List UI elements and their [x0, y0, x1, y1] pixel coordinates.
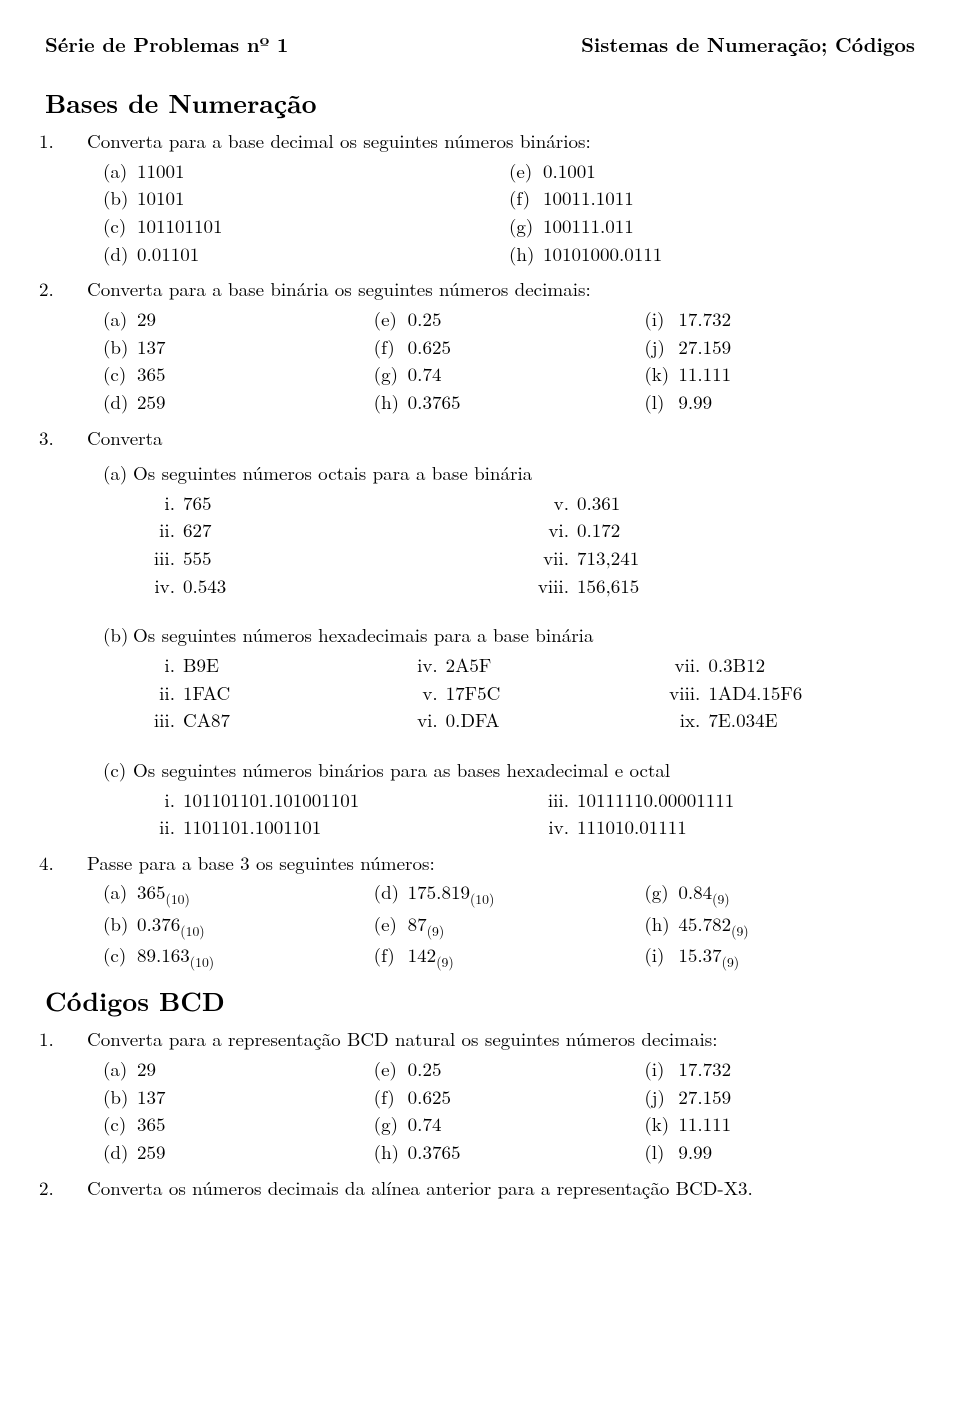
problem-2: 2.Converta para a base binária os seguin…	[63, 276, 915, 416]
section-bcd: Códigos BCD	[45, 983, 915, 1018]
q2-col1: (a)29 (b)137 (c)365 (d)259	[103, 304, 374, 417]
q4-col2: (d)175.819(10) (e)87(9) (f)142(9)	[374, 877, 645, 973]
q3b-col3: vii.0.3B12 viii.1AD4.15F6 ix.7E.034E	[652, 650, 915, 735]
q3c-col2: iii.10111110.00001111 iv.111010.01111	[521, 785, 915, 842]
q5-col2: (e)0.25 (f)0.625 (g)0.74 (h)0.3765	[374, 1054, 645, 1167]
q1-col2: (e)0.1001 (f)10011.1011 (g)100111.011 (h…	[509, 156, 915, 269]
q1-col1: (a)11001 (b)10101 (c)101101101 (d)0.0110…	[103, 156, 509, 269]
problem-3: 3.Converta (a)Os seguintes números octai…	[63, 425, 915, 842]
section-bases: Bases de Numeração	[45, 85, 915, 120]
problem-1: 1.Converta para a base decimal os seguin…	[63, 128, 915, 268]
header: Série de Problemas nº 1 Sistemas de Nume…	[45, 30, 915, 57]
header-left: Série de Problemas nº 1	[45, 30, 288, 57]
q2-col3: (i)17.732 (j)27.159 (k)11.111 (l)9.99	[644, 304, 915, 417]
q4-col3: (g)0.84(9) (h)45.782(9) (i)15.37(9)	[644, 877, 915, 973]
q5-col3: (i)17.732 (j)27.159 (k)11.111 (l)9.99	[644, 1054, 915, 1167]
q3b-col1: i.B9E ii.1FAC iii.CA87	[127, 650, 390, 735]
q5-col1: (a)29 (b)137 (c)365 (d)259	[103, 1054, 374, 1167]
q3a-col1: i.765 ii.627 iii.555 iv.0.543	[127, 488, 521, 601]
header-right: Sistemas de Numeração; Códigos	[581, 30, 915, 57]
bcd-problem-1: 1.Converta para a representação BCD natu…	[63, 1026, 915, 1166]
problem-3c: (c)Os seguintes números binários para as…	[103, 757, 915, 783]
q3a-col2: v.0.361 vi.0.172 vii.713,241 viii.156,61…	[521, 488, 915, 601]
q3b-col2: iv.2A5F v.17F5C vi.0.DFA	[390, 650, 653, 735]
problem-4: 4.Passe para a base 3 os seguintes númer…	[63, 850, 915, 973]
problem-3a: (a)Os seguintes números octais para a ba…	[103, 460, 915, 486]
q3c-col1: i.101101101.101001101 ii.1101101.1001101	[127, 785, 521, 842]
bcd-problem-2: 2.Converta os números decimais da alínea…	[63, 1175, 915, 1201]
q2-col2: (e)0.25 (f)0.625 (g)0.74 (h)0.3765	[374, 304, 645, 417]
q4-col1: (a)365(10) (b)0.376(10) (c)89.163(10)	[103, 877, 374, 973]
problem-3b: (b)Os seguintes números hexadecimais par…	[103, 622, 915, 648]
